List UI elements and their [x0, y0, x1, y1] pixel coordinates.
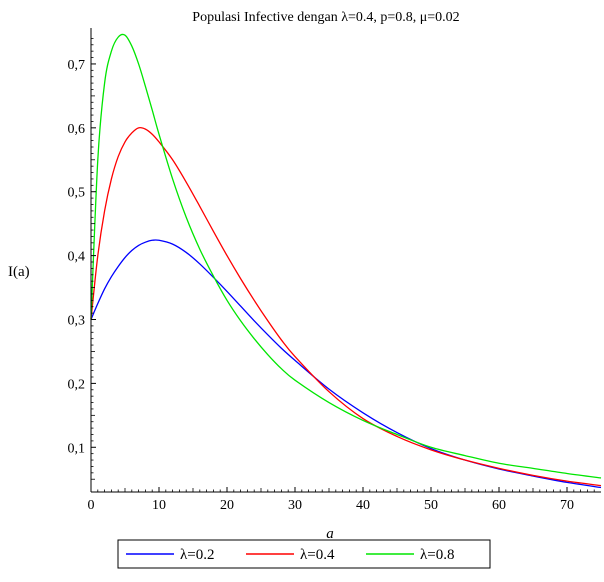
y-tick-label: 0,6 — [68, 122, 86, 137]
x-tick-label: 60 — [492, 498, 506, 513]
y-tick-label: 0,5 — [68, 186, 86, 201]
legend-label: λ=0.4 — [300, 547, 335, 563]
legend-box — [117, 539, 491, 569]
x-tick-label: 10 — [152, 498, 166, 513]
x-tick-label: 70 — [560, 498, 574, 513]
y-tick-label: 0,7 — [68, 58, 86, 73]
legend-label: λ=0.8 — [420, 547, 454, 563]
series-line-2 — [90, 126, 602, 487]
plot-lines — [90, 33, 602, 489]
x-tick-label: 50 — [424, 498, 438, 513]
chart-title: Populasi Infective dengan λ=0.4, p=0.8, … — [192, 10, 459, 25]
legend-label: λ=0.2 — [180, 547, 214, 563]
y-tick-label: 0,2 — [68, 377, 86, 392]
x-tick-label: 30 — [288, 498, 302, 513]
x-tick-label: 40 — [356, 498, 370, 513]
x-axis-label: a — [326, 526, 334, 542]
y-tick-label: 0,3 — [68, 314, 86, 329]
y-tick-label: 0,1 — [68, 441, 86, 456]
y-axis-label: I(a) — [8, 264, 30, 280]
y-tick-label: 0,4 — [68, 250, 86, 265]
x-tick-label: 0 — [88, 498, 95, 513]
series-line-3 — [90, 33, 602, 479]
legend: λ=0.2 λ=0.4 λ=0.8 — [117, 539, 491, 569]
axes: 0,1 0,2 0,3 0,4 0,5 0,6 0,7 0 10 20 30 40 50 60 70 — [68, 28, 601, 513]
series-line-1 — [90, 239, 602, 489]
x-tick-label: 20 — [220, 498, 234, 513]
